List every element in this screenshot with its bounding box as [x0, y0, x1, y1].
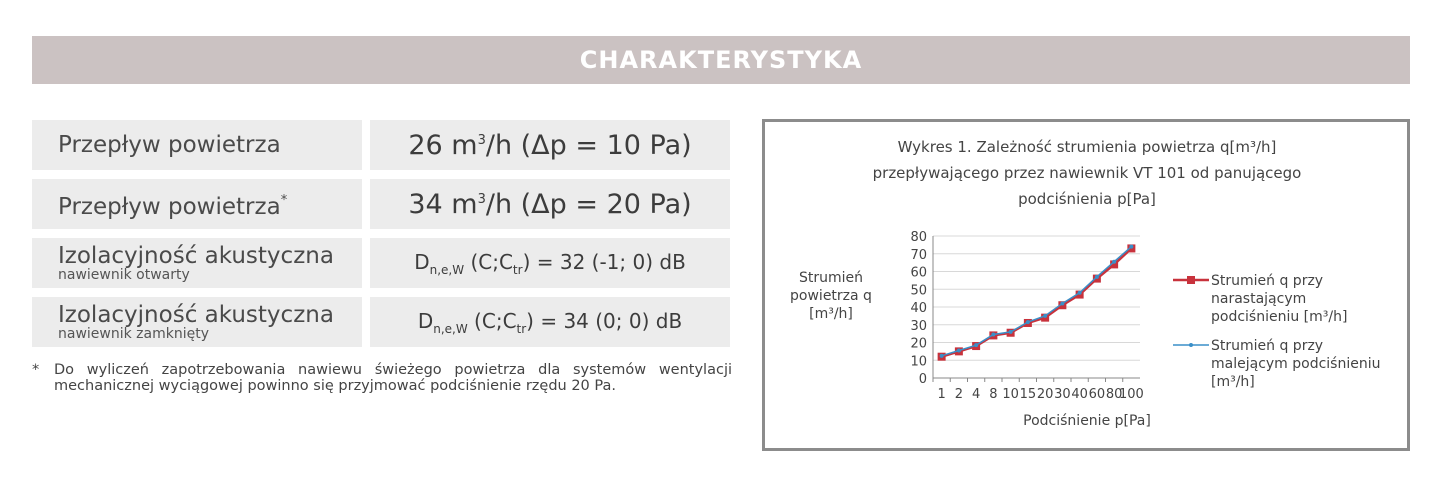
x-tick-label: 1: [937, 387, 945, 402]
footnote-marker: *: [280, 193, 288, 208]
y-tick-label: 20: [910, 337, 927, 352]
spec-label-cell: Izolacyjność akustyczna nawiewnik zamkni…: [32, 297, 362, 347]
spec-row-airflow-20pa: Przepływ powietrza* 34 m3/h (Δp = 20 Pa): [32, 179, 730, 229]
x-tick-label: 8: [989, 387, 997, 402]
legend-swatch-marker: [1189, 343, 1193, 347]
legend-swatch-marker: [1187, 276, 1195, 284]
y-tick-label: 40: [910, 301, 927, 316]
legend-label: Strumień q przy: [1211, 273, 1323, 289]
spec-value: Dn,e,W (C;Ctr) = 32 (-1; 0) dB: [414, 249, 686, 277]
data-point: [1008, 329, 1013, 334]
y-axis-label: [m³/h]: [809, 306, 853, 322]
spec-label-cell: Przepływ powietrza: [32, 120, 362, 170]
data-point: [1110, 260, 1119, 269]
y-tick-label: 80: [910, 230, 927, 245]
data-point: [1043, 313, 1048, 318]
x-tick-label: 30: [1054, 387, 1071, 402]
x-tick-label: 20: [1037, 387, 1054, 402]
spec-value-cell: 26 m3/h (Δp = 10 Pa): [370, 120, 730, 170]
footnote: * Do wyliczeń zapotrzebowania nawiewu św…: [32, 362, 732, 394]
legend-label: Strumień q przy: [1211, 338, 1323, 354]
y-tick-label: 30: [910, 319, 927, 334]
footnote-marker: *: [32, 362, 40, 378]
data-point: [1094, 274, 1099, 279]
data-point: [991, 332, 996, 337]
spec-label: Przepływ powietrza: [58, 132, 281, 158]
spec-sublabel: nawiewnik zamknięty: [58, 325, 209, 342]
data-point: [1025, 320, 1030, 325]
series-line: [941, 247, 1133, 358]
chart-title-line: podciśnienia p[Pa]: [1018, 190, 1156, 208]
data-point: [956, 348, 961, 353]
spec-row-acoustic-closed: Izolacyjność akustyczna nawiewnik zamkni…: [32, 297, 730, 347]
line-chart: Wykres 1. Zależność strumienia powietrza…: [790, 138, 1381, 429]
spec-value-cell: Dn,e,W (C;Ctr) = 32 (-1; 0) dB: [370, 238, 730, 288]
section-title: CHARAKTERYSTYKA: [579, 46, 863, 74]
data-point: [1077, 290, 1082, 295]
y-tick-label: 60: [910, 266, 927, 281]
spec-label: Izolacyjność akustyczna: [58, 301, 334, 328]
spec-row-acoustic-open: Izolacyjność akustyczna nawiewnik otwart…: [32, 238, 730, 288]
x-tick-label: 10: [1002, 387, 1019, 402]
x-axis-label: Podciśnienie p[Pa]: [1023, 413, 1151, 429]
y-tick-label: 0: [919, 372, 927, 387]
chart-title-line: przepływającego przez nawiewnik VT 101 o…: [873, 164, 1302, 182]
spec-value: 34 m3/h (Δp = 20 Pa): [408, 188, 692, 220]
x-tick-label: 2: [955, 387, 963, 402]
data-point: [1129, 244, 1134, 249]
y-tick-label: 70: [910, 248, 927, 263]
footnote-text: Do wyliczeń zapotrzebowania nawiewu świe…: [54, 362, 732, 394]
legend-label: malejącym podciśnieniu: [1211, 356, 1381, 372]
chart-frame: Wykres 1. Zależność strumienia powietrza…: [762, 119, 1410, 451]
x-tick-label: 40: [1071, 387, 1088, 402]
y-tick-label: 10: [910, 354, 927, 369]
section-banner: CHARAKTERYSTYKA: [32, 36, 1410, 84]
spec-value: 26 m3/h (Δp = 10 Pa): [408, 129, 692, 161]
spec-row-airflow-10pa: Przepływ powietrza 26 m3/h (Δp = 10 Pa): [32, 120, 730, 170]
data-point: [1060, 301, 1065, 306]
y-axis-label: powietrza q: [790, 288, 872, 304]
x-tick-label: 60: [1089, 387, 1106, 402]
x-tick-label: 15: [1020, 387, 1037, 402]
spec-value-cell: Dn,e,W (C;Ctr) = 34 (0; 0) dB: [370, 297, 730, 347]
data-point: [1112, 259, 1117, 264]
legend-label: [m³/h]: [1211, 374, 1255, 390]
series-line: [941, 246, 1132, 357]
x-tick-label: 80: [1106, 387, 1123, 402]
spec-label-cell: Izolacyjność akustyczna nawiewnik otwart…: [32, 238, 362, 288]
legend-label: podciśnieniu [m³/h]: [1211, 309, 1347, 325]
y-tick-label: 50: [910, 283, 927, 298]
spec-label: Przepływ powietrza*: [58, 193, 288, 220]
spec-sublabel: nawiewnik otwarty: [58, 266, 190, 283]
spec-label-cell: Przepływ powietrza*: [32, 179, 362, 229]
chart-title-line: Wykres 1. Zależność strumienia powietrza…: [898, 138, 1277, 156]
legend-label: narastającym: [1211, 291, 1306, 307]
data-point: [939, 353, 944, 358]
spec-value: Dn,e,W (C;Ctr) = 34 (0; 0) dB: [417, 308, 683, 336]
spec-value-cell: 34 m3/h (Δp = 20 Pa): [370, 179, 730, 229]
data-point: [974, 343, 979, 348]
spec-label: Izolacyjność akustyczna: [58, 242, 334, 269]
x-tick-label: 4: [972, 387, 980, 402]
x-tick-label: 100: [1119, 387, 1144, 402]
y-axis-label: Strumień: [799, 270, 863, 286]
